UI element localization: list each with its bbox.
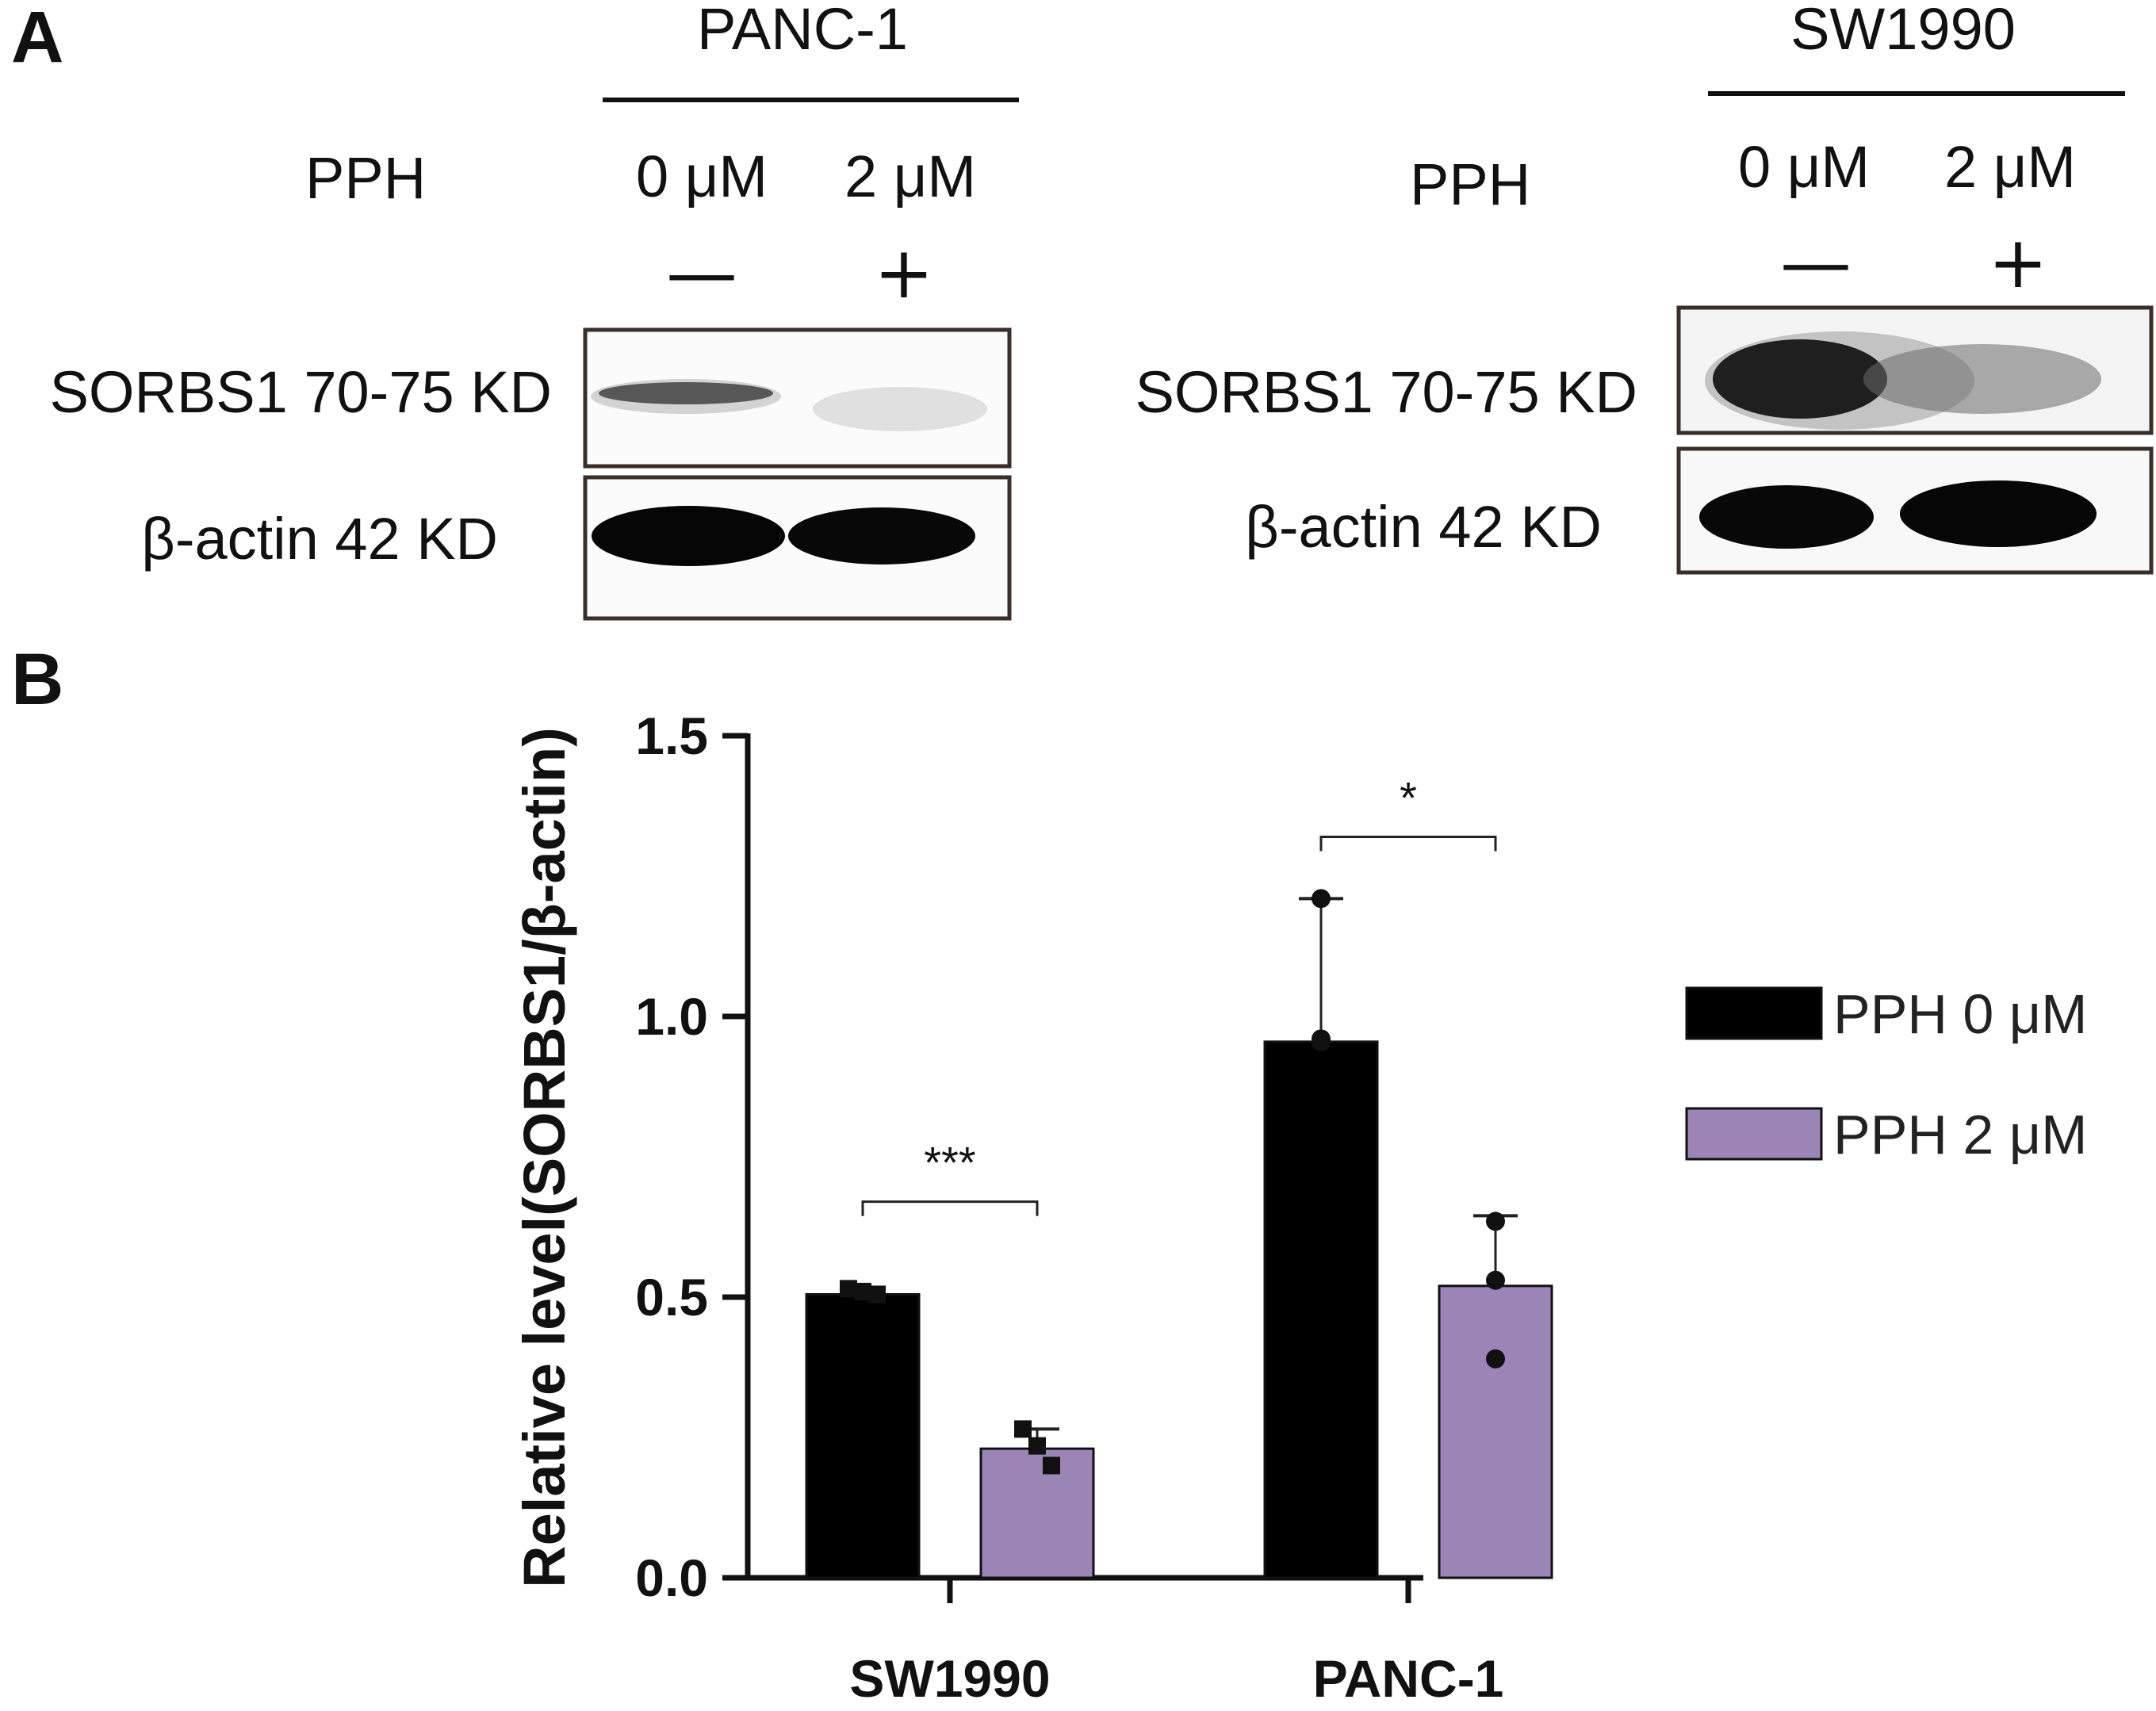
significance-bracket (861, 1200, 1039, 1216)
data-point (1312, 1032, 1331, 1051)
blot-sign-plus: + (1988, 221, 2047, 304)
chart-bars (805, 897, 1553, 1579)
blot-band-label: SORBS1 70-75 KD (1135, 359, 1637, 425)
panel-a-letter: A (11, 0, 63, 78)
blot-cell-line-label: PANC-1 (697, 0, 908, 62)
data-point (1028, 1437, 1046, 1455)
data-point (840, 1280, 857, 1298)
blot-band-label: β-actin 42 KD (1245, 494, 1602, 560)
legend-swatch (1685, 986, 1823, 1040)
bar (805, 1292, 921, 1579)
blot-band (1713, 339, 1887, 419)
blot-band (1863, 344, 2101, 414)
data-point (1486, 1211, 1505, 1231)
data-point (868, 1285, 886, 1303)
data-point (1014, 1420, 1032, 1438)
blot-sign-minus: — (666, 232, 737, 315)
y-axis-title: Relative level(SORBS1/β-actin) (511, 727, 577, 1588)
blot-treatment-label: PPH (1410, 151, 1530, 217)
chart-significance: **** (861, 772, 1497, 1216)
bar (1438, 1284, 1553, 1579)
blot-cell-line-label: SW1990 (1790, 0, 2016, 62)
blot-band (788, 507, 975, 565)
blot-band-faint (813, 387, 987, 431)
y-tick-label: 0.0 (635, 1548, 708, 1607)
bar (1263, 1040, 1379, 1579)
data-point (854, 1282, 871, 1300)
blot-treatment-label: PPH (305, 145, 426, 211)
blot-band-label: SORBS1 70-75 KD (50, 359, 552, 425)
blot-dose-label: 2 μM (1944, 134, 2076, 200)
bar-chart: Relative level(SORBS1/β-actin) 0.0 0.5 1.0… (511, 706, 2087, 1708)
significance-label: *** (924, 1138, 975, 1188)
x-tick-label: SW1990 (849, 1649, 1050, 1708)
y-tick-label: 1.0 (635, 987, 708, 1046)
blot-band-label: β-actin 42 KD (141, 506, 498, 572)
blot-dose-label: 0 μM (1738, 134, 1870, 200)
panel-b-letter: B (11, 639, 63, 720)
blot-dose-label: 0 μM (636, 144, 768, 209)
data-point (1043, 1456, 1060, 1475)
data-point (1486, 1270, 1505, 1290)
y-tick-label: 1.5 (635, 706, 708, 765)
blot-sw1990: SW1990 PPH 0 μM 2 μM — + SORBS1 70-75 KD… (1135, 0, 2154, 575)
data-point (1312, 889, 1331, 909)
legend: PPH 0 μM PPH 2 μM (1685, 983, 2087, 1166)
legend-swatch (1685, 1107, 1823, 1161)
data-point (1486, 1349, 1505, 1368)
significance-bracket (1319, 835, 1497, 852)
blot-band (599, 382, 773, 404)
legend-label: PPH 0 μM (1833, 983, 2087, 1045)
blot-dose-label: 2 μM (844, 144, 976, 209)
blot-band (1900, 480, 2097, 547)
bar (979, 1447, 1095, 1579)
blot-sign-plus: + (874, 232, 933, 315)
blot-sign-minus: — (1780, 221, 1852, 304)
blot-band-halo (591, 379, 781, 414)
y-tick-label: 0.5 (635, 1268, 708, 1326)
x-tick-label: PANC-1 (1313, 1649, 1504, 1708)
blot-band (1699, 485, 1874, 549)
significance-label: * (1400, 772, 1417, 822)
blot-panc1: PANC-1 PPH 0 μM 2 μM — + SORBS1 70-75 KD… (50, 0, 1019, 621)
chart-points (840, 889, 1505, 1475)
legend-label: PPH 2 μM (1833, 1104, 2087, 1166)
blot-band (592, 506, 785, 566)
